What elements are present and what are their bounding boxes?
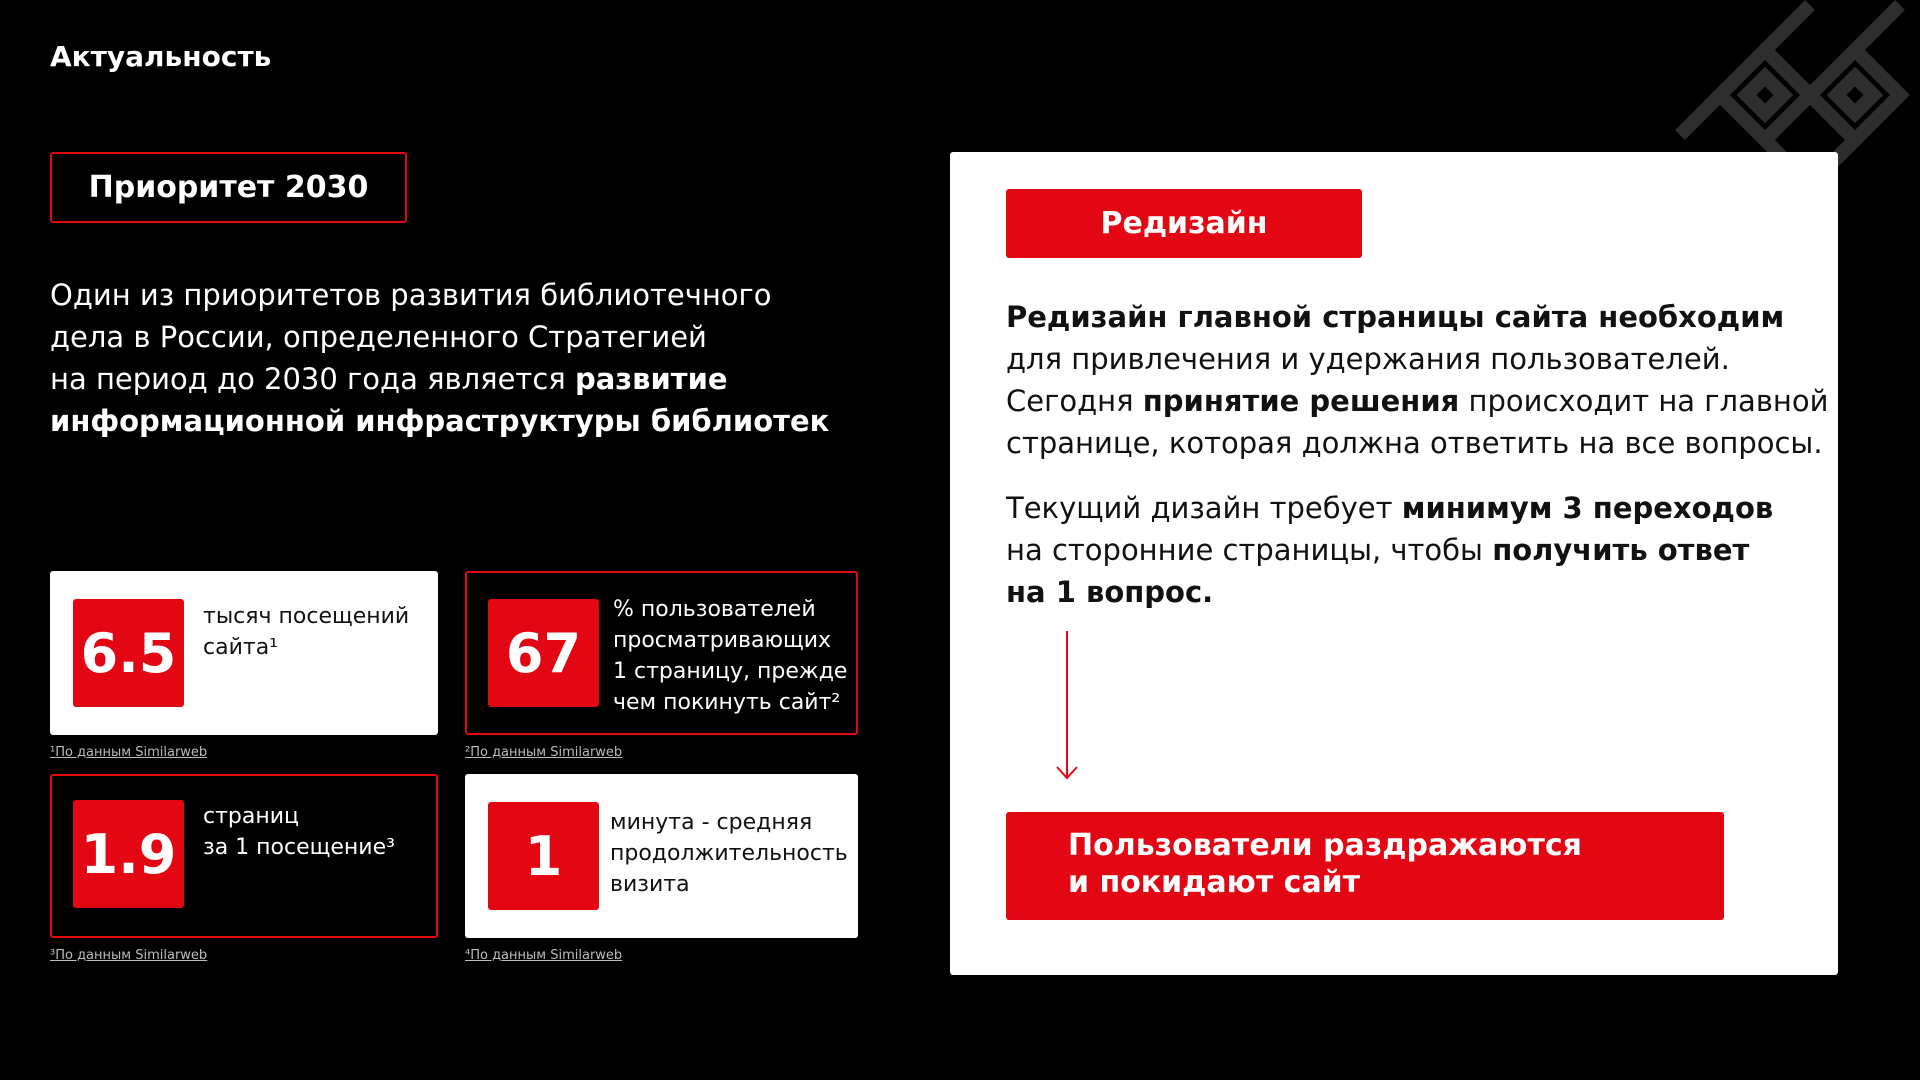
arrow	[1056, 631, 1078, 780]
stat-value: 1	[488, 802, 599, 910]
stat-value: 1.9	[73, 800, 184, 908]
text-line: Редизайн главной страницы сайта необходи…	[1006, 296, 1828, 338]
caption-line: минута - средняя	[610, 810, 813, 835]
text-run: на сторонние страницы, чтобы	[1006, 533, 1493, 567]
text-run: происходит на главной	[1459, 384, 1829, 418]
stat-caption: % пользователей просматривающих 1 страницу…	[613, 594, 847, 718]
caption-line: 1 страницу, прежде	[613, 659, 848, 684]
text-run: развитие	[574, 362, 728, 396]
text-run: Редизайн главной страницы сайта необходи…	[1006, 300, 1785, 334]
paragraph: Редизайн главной страницы сайта необходи…	[1006, 296, 1828, 464]
paragraph: Один из приоритетов развития библиотечно…	[50, 274, 829, 442]
stat-caption: минута - средняя продолжительность визита	[610, 807, 848, 900]
text-run: Текущий дизайн требует	[1006, 491, 1402, 525]
stat-caption: тысяч посещений сайта¹	[203, 601, 409, 663]
text-line: информационной инфраструктуры библиотек	[50, 400, 829, 442]
footnote: ²По данным Similarweb	[465, 745, 623, 760]
caption-line: просматривающих	[613, 628, 832, 653]
caption-line: визита	[610, 872, 690, 897]
ornament	[1675, 0, 1910, 195]
stat-caption: страниц за 1 посещение³	[203, 801, 395, 863]
text-run: Сегодня	[1006, 384, 1143, 418]
text-line: на период до 2030 года является развитие	[50, 358, 829, 400]
tag: Редизайн	[1006, 189, 1362, 258]
text-run: принятие решения	[1142, 384, 1460, 418]
caption-line: за 1 посещение³	[203, 835, 395, 860]
text-run: на 1 вопрос.	[1006, 575, 1214, 609]
text-run: информационной инфраструктуры библиотек	[50, 404, 830, 438]
text-line: странице, которая должна ответить на все…	[1006, 422, 1828, 464]
caption-line: тысяч посещений	[203, 604, 410, 629]
stat-value: 67	[488, 599, 599, 707]
text-run: минимум 3 переходов	[1401, 491, 1774, 525]
footnote: ¹По данным Similarweb	[50, 745, 208, 760]
stat-value: 6.5	[73, 599, 184, 707]
text-run: странице, которая должна ответить на все…	[1006, 426, 1823, 460]
text-run: Один из приоритетов развития библиотечно…	[50, 278, 772, 312]
callout: Пользователи раздражаются и покидают сайт	[1006, 812, 1724, 920]
paragraph: Текущий дизайн требует минимум 3 переход…	[1006, 487, 1773, 613]
text-line: на 1 вопрос.	[1006, 571, 1773, 613]
callout-text: Пользователи раздражаются и покидают сайт	[1068, 827, 1582, 901]
text-line: на сторонние страницы, чтобы получить от…	[1006, 529, 1773, 571]
text-run: на период до 2030 года является	[50, 362, 575, 396]
text-line: для привлечения и удержания пользователе…	[1006, 338, 1828, 380]
text-line: дела в России, определенного Стратегией	[50, 316, 829, 358]
caption-line: продолжительность	[610, 841, 848, 866]
caption-line: страниц	[203, 804, 300, 829]
footnote: ⁴По данным Similarweb	[465, 948, 623, 963]
callout-line: Пользователи раздражаются	[1068, 828, 1582, 863]
caption-line: чем покинуть сайт²	[613, 690, 841, 715]
caption-line: сайта¹	[203, 635, 278, 660]
text-run: получить ответ	[1492, 533, 1750, 567]
text-line: Один из приоритетов развития библиотечно…	[50, 274, 829, 316]
footnote: ³По данным Similarweb	[50, 948, 208, 963]
text-line: Текущий дизайн требует минимум 3 переход…	[1006, 487, 1773, 529]
callout-line: и покидают сайт	[1068, 865, 1361, 900]
text-run: для привлечения и удержания пользователе…	[1006, 342, 1730, 376]
priority-label: Приоритет 2030	[50, 152, 407, 223]
text-line: Сегодня принятие решения происходит на г…	[1006, 380, 1828, 422]
text-run: дела в России, определенного Стратегией	[50, 320, 707, 354]
title: Актуальность	[50, 40, 272, 73]
caption-line: % пользователей	[613, 597, 816, 622]
